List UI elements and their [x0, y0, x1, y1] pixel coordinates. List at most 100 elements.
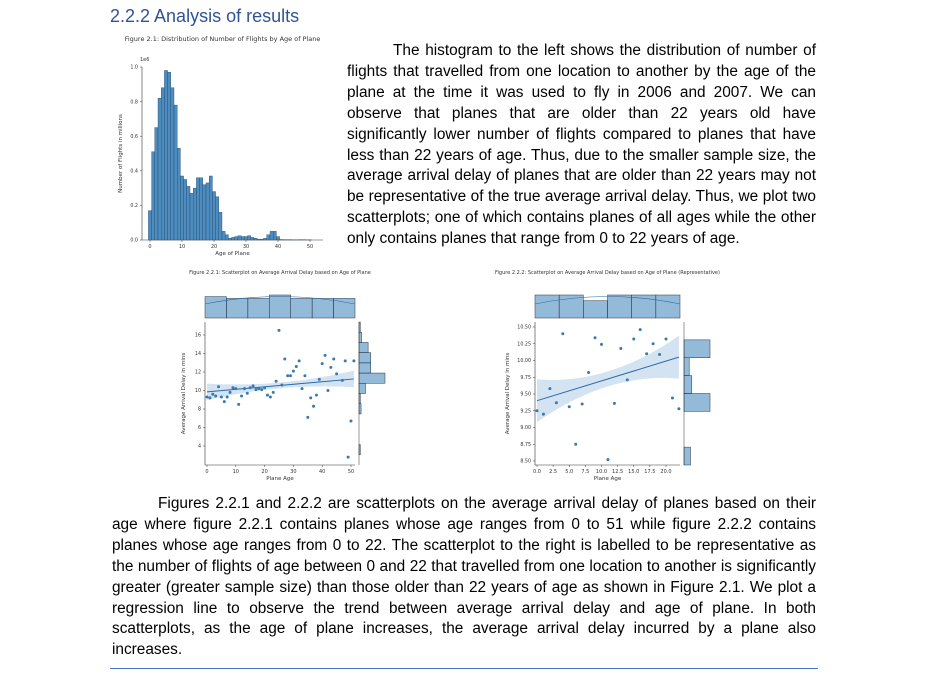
- histogram-bar: [148, 210, 152, 241]
- data-point: [245, 391, 249, 395]
- marginal-bar-top: [607, 294, 632, 319]
- data-point: [554, 401, 558, 405]
- scatterplot-description-paragraph: Figures 2.2.1 and 2.2.2 are scatterplots…: [112, 495, 816, 659]
- marginal-bar-top: [247, 298, 270, 319]
- data-point: [645, 352, 649, 356]
- data-point: [612, 401, 616, 405]
- histogram-bar: [189, 193, 194, 241]
- x-tick-label: 50: [307, 244, 313, 250]
- histogram-bar: [269, 231, 274, 241]
- y-tick-label: 10.00: [517, 358, 531, 364]
- histogram-bar: [279, 239, 283, 241]
- data-point: [664, 337, 668, 341]
- histogram-description-paragraph: The histogram to the left shows the dist…: [347, 42, 816, 248]
- data-point: [625, 378, 629, 382]
- x-tick-label: 20: [211, 244, 217, 250]
- marginal-bar-top: [311, 298, 334, 319]
- y-tick-label: 10.25: [517, 341, 531, 347]
- data-point: [587, 371, 591, 375]
- y-tick-label: 0.4: [130, 169, 138, 175]
- x-tick-label: 30: [290, 469, 296, 475]
- histogram-bar: [209, 175, 213, 241]
- marginal-bar-right: [683, 446, 691, 466]
- figure-title: Figure 2.1: Distribution of Number of Fl…: [125, 35, 321, 43]
- y-axis-label: Average Arrival Delay in mins: [181, 353, 187, 435]
- data-point: [638, 328, 642, 332]
- data-point: [574, 442, 578, 446]
- histogram-bar: [177, 148, 181, 241]
- data-point: [593, 336, 597, 340]
- marginal-bar-top: [290, 298, 313, 319]
- histogram-bar: [225, 234, 229, 241]
- histogram-bar: [154, 127, 159, 241]
- x-tick-label: 17.5: [644, 469, 655, 475]
- histogram-bar: [250, 237, 255, 241]
- marginal-bar-top: [204, 296, 227, 319]
- data-point: [268, 395, 272, 399]
- data-point: [312, 404, 316, 408]
- y-tick-label: 6: [198, 425, 201, 431]
- data-point: [208, 396, 212, 400]
- histogram-bar: [237, 235, 242, 241]
- x-tick-label: 20.0: [660, 469, 671, 475]
- x-axis-label: Age of Plane: [215, 251, 250, 257]
- histogram-bar: [247, 235, 251, 241]
- y-axis-label: Number of Flights in millions: [118, 114, 124, 193]
- histogram-bar: [183, 179, 187, 241]
- x-tick-label: 2.5: [549, 469, 557, 475]
- data-point: [274, 379, 278, 383]
- data-point: [329, 365, 333, 369]
- y-tick-label: 9.75: [520, 375, 531, 381]
- x-axis-label: Plane Age: [594, 476, 622, 482]
- section-heading: 2.2.2 Analysis of results: [110, 6, 300, 26]
- data-point: [332, 357, 336, 361]
- data-point: [300, 387, 304, 391]
- data-point: [297, 359, 301, 363]
- marginal-bar-right: [683, 339, 711, 358]
- histogram-bar: [180, 175, 184, 241]
- histogram-bar: [266, 234, 271, 241]
- data-point: [309, 396, 313, 400]
- y-tick-label: 4: [198, 444, 201, 450]
- data-point: [548, 387, 552, 391]
- histogram-bar: [202, 184, 207, 241]
- histogram-bar: [186, 186, 191, 241]
- x-tick-label: 40: [275, 244, 281, 250]
- data-point: [651, 342, 655, 346]
- histogram-bar: [263, 238, 267, 241]
- histogram-bar: [253, 238, 258, 241]
- data-point: [286, 374, 290, 378]
- y-tick-label: 14: [195, 351, 201, 357]
- histogram-bar: [193, 187, 197, 241]
- data-point: [619, 346, 623, 350]
- histogram-bar: [151, 151, 155, 241]
- marginal-bar-right: [358, 403, 362, 415]
- data-point: [535, 409, 539, 413]
- data-point: [320, 362, 324, 366]
- data-point: [346, 455, 350, 459]
- marginal-bar-top: [333, 298, 356, 319]
- data-point: [234, 387, 238, 391]
- marginal-bar-right: [683, 357, 690, 376]
- x-tick-label: 0.0: [533, 469, 541, 475]
- data-point: [632, 337, 636, 341]
- data-point: [205, 395, 209, 399]
- x-tick-label: 30: [243, 244, 249, 250]
- y-tick-label: 9.50: [520, 392, 531, 398]
- y-tick-label: 0.6: [130, 134, 138, 140]
- regression-line: [206, 378, 354, 393]
- marginal-bar-top: [583, 300, 608, 319]
- data-point: [349, 419, 353, 423]
- data-point: [242, 387, 246, 391]
- figure-title: Figure 2.2.2: Scatterplot on Average Arr…: [495, 270, 720, 276]
- data-point: [271, 390, 275, 394]
- histogram-bar: [164, 70, 168, 241]
- offset-label: 1e6: [140, 57, 149, 63]
- y-tick-label: 10.50: [517, 325, 531, 331]
- data-point: [670, 396, 674, 400]
- data-point: [263, 386, 267, 390]
- x-tick-label: 0: [148, 244, 151, 250]
- data-point: [600, 342, 603, 346]
- marginal-bar-right: [358, 352, 371, 364]
